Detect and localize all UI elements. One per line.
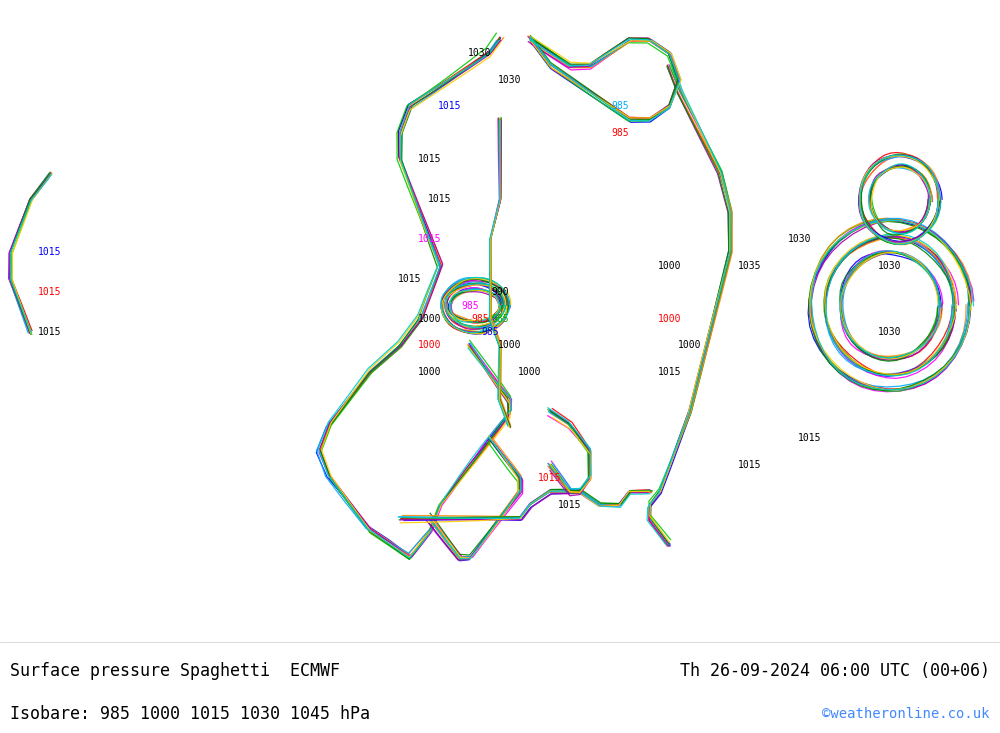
Text: 985: 985 bbox=[481, 327, 499, 337]
Text: 990: 990 bbox=[491, 287, 509, 298]
Text: 1015: 1015 bbox=[38, 327, 62, 337]
Text: 985: 985 bbox=[611, 101, 629, 111]
Text: 1000: 1000 bbox=[658, 314, 682, 324]
Text: 1015: 1015 bbox=[738, 460, 762, 470]
Text: 1015: 1015 bbox=[38, 248, 62, 257]
Text: Isobare: 985 1000 1015 1030 1045 hPa: Isobare: 985 1000 1015 1030 1045 hPa bbox=[10, 705, 370, 723]
Text: 1000: 1000 bbox=[498, 340, 522, 350]
Text: 1000: 1000 bbox=[418, 367, 442, 377]
Text: 1000: 1000 bbox=[418, 340, 442, 350]
Text: 1030: 1030 bbox=[468, 48, 492, 58]
Text: 985: 985 bbox=[461, 301, 479, 311]
Text: 1030: 1030 bbox=[788, 234, 812, 244]
Text: 1030: 1030 bbox=[498, 75, 522, 85]
Text: 1015: 1015 bbox=[418, 234, 442, 244]
Text: 1000: 1000 bbox=[658, 261, 682, 270]
Text: 1035: 1035 bbox=[738, 261, 762, 270]
Text: 1000: 1000 bbox=[678, 340, 702, 350]
Text: 1015: 1015 bbox=[38, 287, 62, 298]
Text: Th 26-09-2024 06:00 UTC (00+06): Th 26-09-2024 06:00 UTC (00+06) bbox=[680, 662, 990, 680]
Text: 1015: 1015 bbox=[438, 101, 462, 111]
Text: 1015: 1015 bbox=[538, 474, 562, 483]
Text: Surface pressure Spaghetti  ECMWF: Surface pressure Spaghetti ECMWF bbox=[10, 662, 340, 680]
Text: 1000: 1000 bbox=[518, 367, 542, 377]
Text: 1015: 1015 bbox=[558, 500, 582, 510]
Text: 1015: 1015 bbox=[798, 433, 822, 443]
Text: 985: 985 bbox=[471, 314, 489, 324]
Text: ©weatheronline.co.uk: ©weatheronline.co.uk bbox=[822, 707, 990, 721]
Text: 1030: 1030 bbox=[878, 327, 902, 337]
Text: 985: 985 bbox=[491, 314, 509, 324]
Text: 1015: 1015 bbox=[428, 194, 452, 205]
Text: 1015: 1015 bbox=[398, 274, 422, 284]
Text: 1030: 1030 bbox=[878, 261, 902, 270]
Text: 985: 985 bbox=[611, 128, 629, 138]
Text: 1015: 1015 bbox=[418, 155, 442, 164]
Text: 1000: 1000 bbox=[418, 314, 442, 324]
Text: 1015: 1015 bbox=[658, 367, 682, 377]
